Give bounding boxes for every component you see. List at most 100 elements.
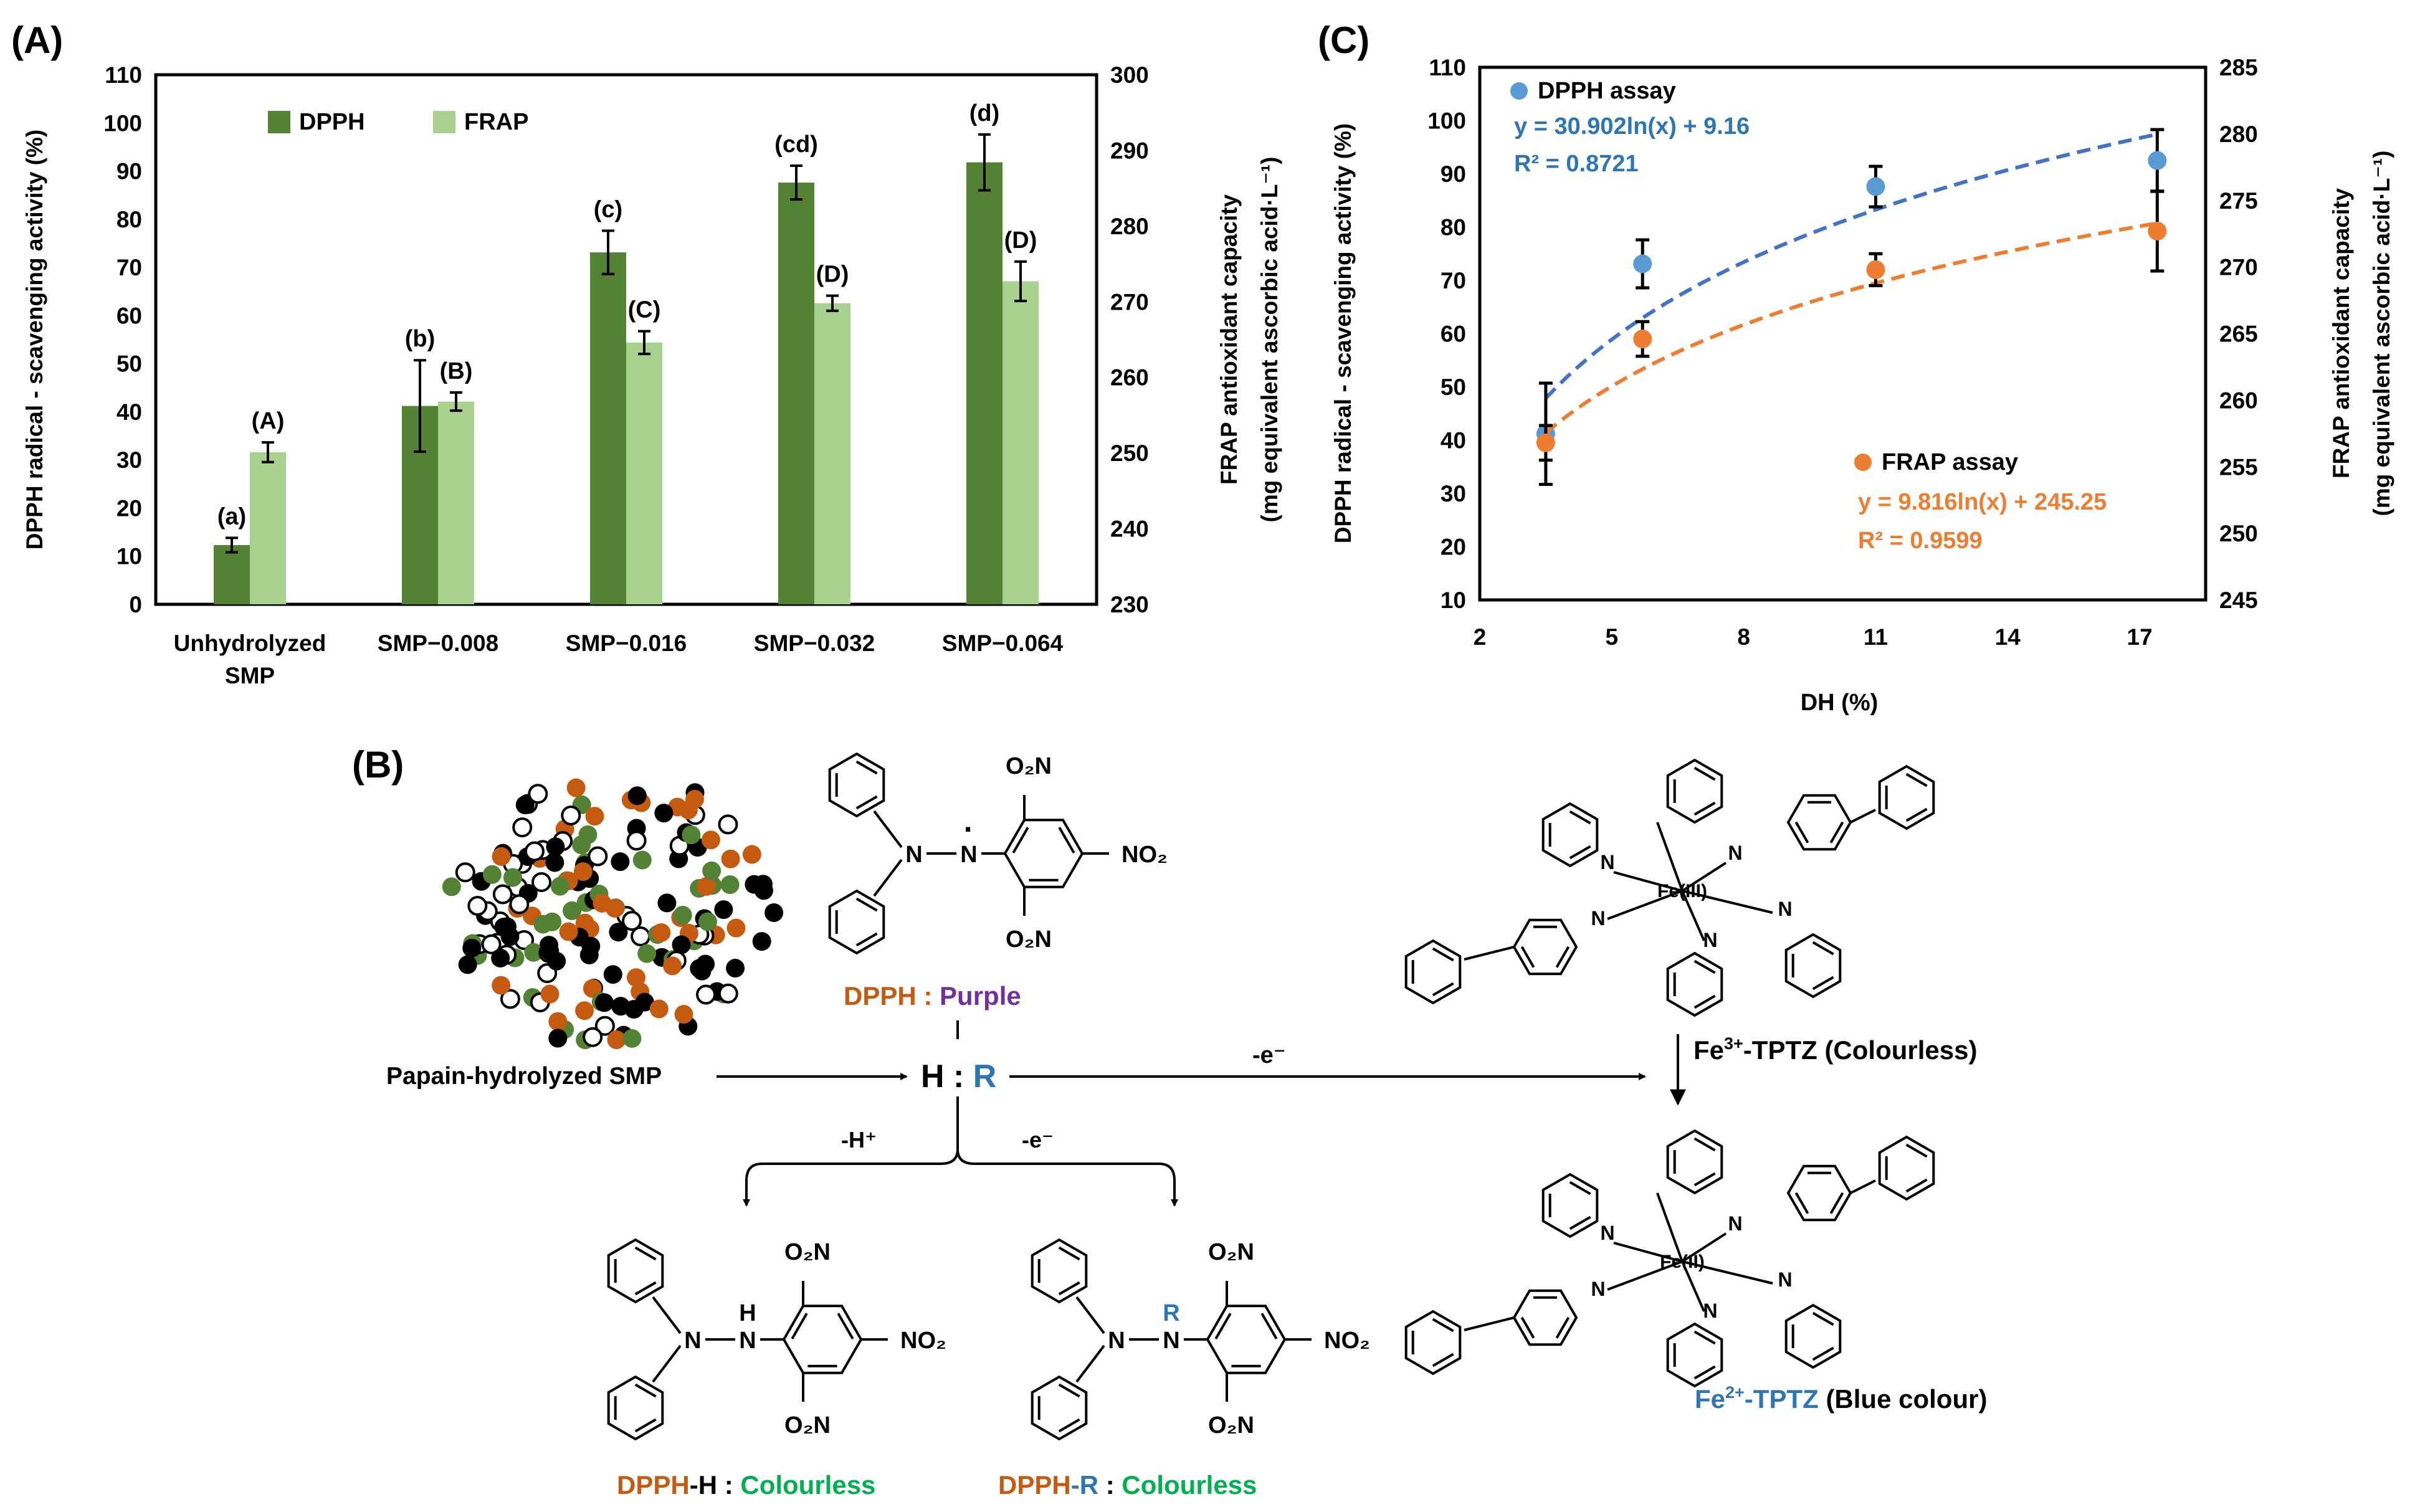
panel-c-x-tick: 5 [1606,624,1619,650]
bond [1607,890,1683,920]
dpph-point [1866,177,1885,196]
panel-a-y-tick: 70 [117,255,142,280]
double-bond [1012,827,1029,854]
bond [1464,946,1515,961]
double-bond [1555,1316,1570,1339]
bead [566,778,586,797]
atom-label: N [1778,1268,1792,1291]
bead [637,944,657,963]
bead [462,938,482,958]
panel-c-y2-tick: 245 [2219,587,2258,613]
dpph-bar [966,162,1003,604]
bead-hollow [622,911,642,931]
bead [626,968,645,987]
significance-label: (d) [969,100,1000,126]
double-bond [1058,1246,1080,1261]
panel-a-y2-axis-title-line2: (mg equivalent ascorbic acid·L⁻¹) [1257,157,1282,523]
double-bond [1058,827,1075,854]
bead [546,837,565,857]
panel-c-y-tick: 10 [1441,587,1466,613]
significance-label: (B) [440,358,473,384]
bead [654,804,674,823]
bracket-right [956,1149,1178,1207]
double-bond [1432,947,1454,962]
panel-a-label: (A) [11,19,63,61]
bead [559,922,578,941]
bead [682,825,701,845]
panel-c-y2-tick: 270 [2219,255,2258,280]
atom-label: O₂N [1208,1412,1254,1438]
significance-label: (D) [816,262,849,288]
bead [698,912,717,931]
double-bond [1432,1353,1454,1367]
panel-a-y-tick: 10 [117,544,142,569]
bond [1075,1296,1105,1334]
significance-label: (a) [217,503,246,530]
panel-c-y-tick: 100 [1427,108,1466,134]
double-bond [855,760,878,775]
panel-a-y2-tick: 280 [1110,214,1149,239]
double-bond [1058,1383,1080,1398]
frap-point [1536,433,1555,452]
panel-c-y-tick: 110 [1429,55,1466,80]
legend-frap-swatch [433,111,455,133]
legend-dpph-marker [1510,82,1528,100]
ring [828,752,885,818]
ring [1784,1303,1842,1369]
fe2-tptz-structure: NNNNNFe(II) [1404,1129,1935,1388]
radical-dot: · [964,812,974,847]
bead [573,862,593,882]
significance-label: (cd) [774,131,818,158]
bead [720,875,740,894]
bead [575,1001,594,1020]
double-bond [1693,801,1716,816]
atom-label: N [1600,1222,1614,1244]
panel-a-y-tick: 50 [117,351,142,377]
frap-bar [814,303,850,604]
bead-hollow [718,814,738,835]
bead [726,959,745,978]
panel-a-y2-axis-title-line1: FRAP antioxidant capacity [1216,194,1242,485]
double-bond [1214,1313,1232,1340]
double-bond [855,897,878,912]
ring [1878,1135,1935,1201]
peptide-bead-cluster-image [442,778,784,1050]
panel-c-y2-tick: 250 [2219,521,2258,546]
double-bond [855,795,878,810]
panel-a-y-tick: 100 [103,110,142,136]
double-bond [1905,807,1928,822]
panel-c-y2-tick: 285 [2219,55,2258,80]
panel-a-x-tick: Unhydrolyzed [174,630,326,656]
fe2-caption: Fe2+-TPTZ (Blue colour) [1695,1383,1987,1414]
bead [696,954,715,974]
atom-label: N [1778,898,1792,920]
frap-point [1633,330,1652,349]
ring [1541,1172,1599,1239]
atom-label: N [1703,1300,1717,1322]
bead-hollow [481,934,502,954]
bead [702,861,722,880]
double-bond [1905,773,1928,787]
ring [1404,939,1462,1005]
dpph-r-caption: DPPH-R : Colourless [998,1470,1257,1500]
center-h-r-label: H : R [921,1058,996,1095]
double-bond [1812,941,1834,956]
panel-c-y-tick: 50 [1441,374,1466,400]
double-bond [855,932,878,947]
panel-a-y2-tick: 230 [1110,592,1149,617]
significance-label: (C) [628,297,661,323]
bead [548,1029,568,1048]
bead [563,901,582,920]
bead [540,984,560,1004]
atom-label: N [1728,842,1742,864]
bead [585,807,604,826]
panel-c-y2-tick: 260 [2219,388,2258,413]
bond [1681,1261,1705,1312]
panel-a-y2-tick: 300 [1110,62,1149,88]
bead-hollow [500,989,520,1009]
atom-label: O₂N [1006,926,1052,953]
panel-a-y-tick: 90 [117,159,142,184]
significance-label: (D) [1004,227,1037,254]
panel-c-x-tick: 11 [1864,624,1888,650]
